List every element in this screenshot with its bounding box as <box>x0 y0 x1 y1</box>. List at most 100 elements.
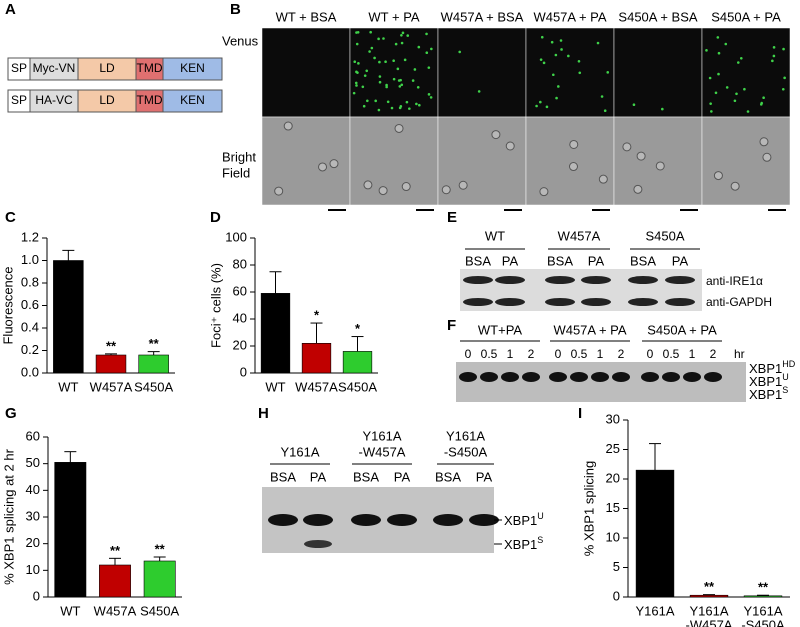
venus-focus <box>539 58 543 61</box>
venus-focus <box>429 96 433 99</box>
domain-label: SP <box>11 61 27 75</box>
column-label: S450A + PA <box>711 9 781 24</box>
y-tick-label: 100 <box>225 229 247 244</box>
venus-focus <box>353 60 357 64</box>
time-label: 2 <box>710 347 717 361</box>
gel-band <box>351 514 381 526</box>
blot-band <box>581 298 611 306</box>
gel-band <box>641 372 659 382</box>
gel-band <box>570 372 588 382</box>
group-label: WT+PA <box>478 322 523 337</box>
venus-focus <box>355 84 358 87</box>
y-tick-label: 0.0 <box>21 364 39 379</box>
column-label: WT + BSA <box>276 9 337 24</box>
row-label: Venus <box>222 33 259 48</box>
row-label: Field <box>222 165 250 180</box>
gel-band <box>304 540 332 548</box>
blot-label: anti-IRE1α <box>706 274 763 288</box>
column-label: S450A + BSA <box>618 9 697 24</box>
cell <box>441 185 451 195</box>
panel-letter: F <box>447 317 456 334</box>
venus-focus <box>714 91 718 95</box>
bright-field-image <box>525 116 615 206</box>
gel-band <box>480 372 498 382</box>
venus-focus <box>385 83 388 87</box>
gel-band <box>469 514 499 526</box>
lane-label: BSA <box>547 253 573 268</box>
x-tick-label: W457A <box>295 379 338 394</box>
y-tick-label: 40 <box>26 482 40 497</box>
label-sup: HD <box>782 359 795 369</box>
blot-band <box>545 298 575 306</box>
label-sup: U <box>537 511 544 521</box>
y-tick-label: 0.8 <box>21 274 39 289</box>
venus-focus <box>577 59 581 63</box>
venus-focus <box>403 58 407 62</box>
venus-focus <box>369 30 372 34</box>
x-tick-label: S450A <box>140 603 179 618</box>
significance: ** <box>110 543 121 558</box>
panel-letter: H <box>258 405 269 422</box>
venus-focus <box>632 103 636 107</box>
lane-label: PA <box>394 469 411 484</box>
venus-focus <box>782 47 785 51</box>
significance: ** <box>106 338 117 353</box>
venus-focus <box>356 30 360 34</box>
venus-focus <box>378 75 382 78</box>
time-label: 0.5 <box>481 347 498 361</box>
venus-focus <box>378 80 382 84</box>
bar <box>301 342 332 374</box>
lane-label: PA <box>476 469 493 484</box>
cell <box>363 180 373 190</box>
column-label: WT + PA <box>368 9 419 24</box>
label-text: XBP1 <box>749 387 782 402</box>
gel-band <box>662 372 680 382</box>
venus-focus <box>377 108 381 112</box>
band-label: XBP1U <box>504 511 544 528</box>
gel-band <box>459 372 477 382</box>
y-tick-label: 15 <box>606 500 620 515</box>
venus-focus <box>362 104 366 108</box>
x-tick-label: WT <box>58 379 78 394</box>
cell <box>539 187 549 197</box>
venus-focus <box>554 53 558 57</box>
bar <box>95 354 127 374</box>
venus-focus <box>560 48 563 51</box>
column-label: W457A + BSA <box>441 9 524 24</box>
domain-label: TMD <box>137 93 163 107</box>
venus-focus <box>416 85 420 89</box>
venus-image <box>701 27 791 118</box>
venus-focus <box>559 39 563 42</box>
venus-focus <box>392 77 396 81</box>
bar <box>54 462 87 598</box>
venus-focus <box>717 51 721 55</box>
cell <box>378 186 388 196</box>
domain-label: KEN <box>180 61 205 75</box>
venus-focus <box>708 76 712 80</box>
venus-focus <box>361 85 365 89</box>
venus-focus <box>405 100 409 104</box>
venus-focus <box>430 47 433 51</box>
y-tick-label: 20 <box>606 470 620 485</box>
venus-focus <box>408 107 411 110</box>
x-tick-label: W457A <box>94 603 137 618</box>
cell <box>622 142 632 152</box>
time-label: 0 <box>647 347 654 361</box>
venus-focus <box>542 61 546 65</box>
domain-label: TMD <box>137 61 163 75</box>
lane-label: BSA <box>630 253 656 268</box>
y-tick-label: 40 <box>233 310 247 325</box>
y-tick-label: 60 <box>26 428 40 443</box>
cell <box>730 181 740 191</box>
blot-band <box>665 298 695 306</box>
panel-letter: C <box>5 209 16 226</box>
venus-focus <box>354 81 358 85</box>
lane-label: PA <box>310 469 327 484</box>
bar <box>689 594 729 598</box>
panel-letter: I <box>578 405 582 422</box>
column-label: W457A + PA <box>533 9 606 24</box>
bright-field-image <box>437 116 527 206</box>
y-axis-label: % XBP1 splicing <box>581 461 596 556</box>
time-label: 0.5 <box>571 347 588 361</box>
